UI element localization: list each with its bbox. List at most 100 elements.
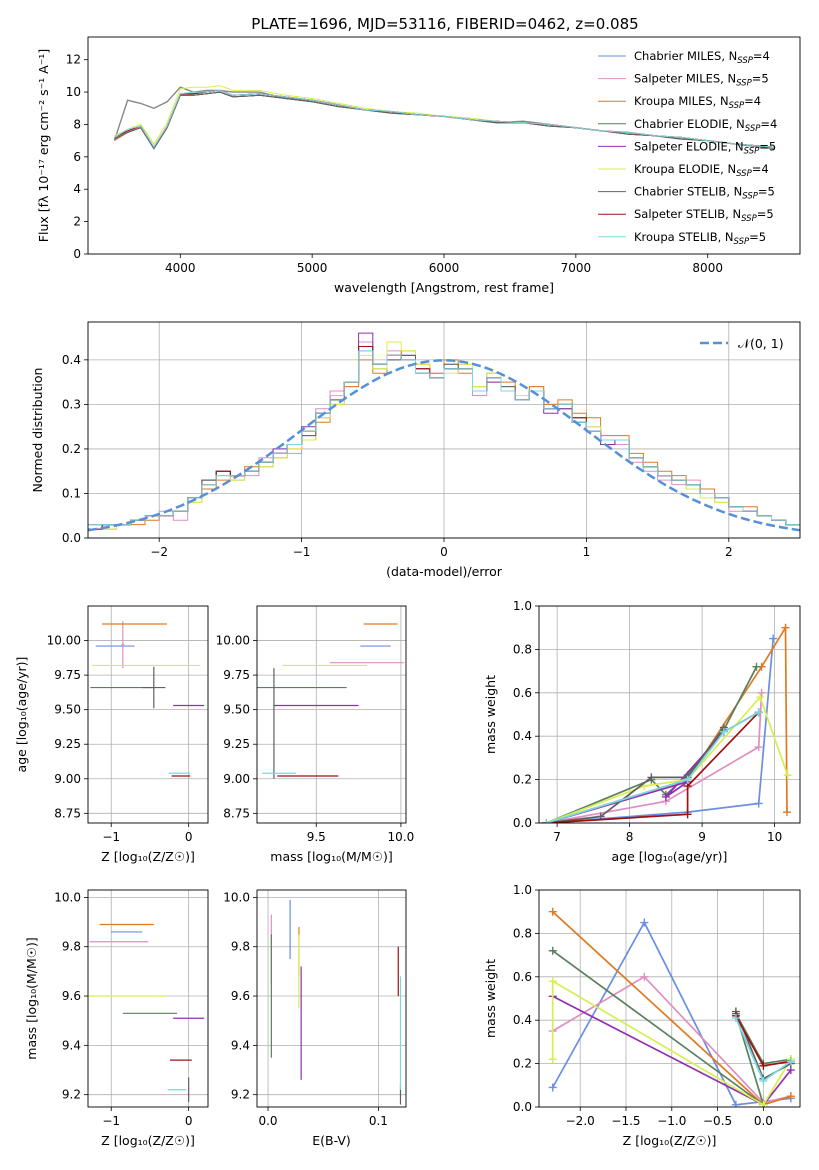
weight_vs_Z-frame <box>538 889 801 1108</box>
weight_vs_age-frame <box>538 605 801 824</box>
plus-marker <box>754 743 763 752</box>
weight-line-2 <box>552 975 791 1104</box>
y-tick-label: 9.50 <box>54 703 81 717</box>
y-axis-label: mass [log₁₀(M/M☉)] <box>24 937 39 1059</box>
x-tick-label: −1 <box>102 830 120 844</box>
y-tick-label: 8.75 <box>223 806 250 820</box>
y-tick-label: 0.4 <box>513 729 532 743</box>
y-tick-label: 9.50 <box>223 703 250 717</box>
y-tick-label: 8 <box>73 117 81 131</box>
y-tick-label: 9.6 <box>62 989 81 1003</box>
y-tick-label: 0.6 <box>513 970 532 984</box>
x-axis-label: age [log₁₀(age/yr)] <box>612 849 728 864</box>
weight-line-1 <box>546 638 775 823</box>
y-tick-label: 0.4 <box>513 1013 532 1027</box>
plus-marker <box>752 662 761 671</box>
y-tick-label: 4 <box>73 182 81 196</box>
y-tick-label: 2 <box>73 215 81 229</box>
y-tick-label: 0.6 <box>513 686 532 700</box>
figure-title: PLATE=1696, MJD=53116, FIBERID=0462, z=0… <box>251 15 638 33</box>
model-line-9 <box>114 89 774 149</box>
x-axis-label: wavelength [Angstrom, rest frame] <box>334 280 554 295</box>
gaussian-curve <box>88 359 800 532</box>
legend-entry: Chabrier MILES, NSSP=4 <box>634 49 770 66</box>
x-axis-label: mass [log₁₀(M/M☉)] <box>270 849 392 864</box>
y-tick-label: 0 <box>73 247 81 261</box>
legend-entry: Kroupa STELIB, NSSP=5 <box>634 230 766 247</box>
weight_vs_age-axes: 7 8 9 10 0.0 0.2 0.4 0.6 0.8 1.0 age [log₁₀(age/yr… <box>483 599 801 864</box>
x-tick-label: −1 <box>293 545 311 559</box>
x-tick-label: −0.5 <box>703 1114 732 1128</box>
x-tick-label: 0.0 <box>754 1114 773 1128</box>
x-tick-label: 10 <box>767 830 782 844</box>
plus-marker <box>731 1100 740 1107</box>
x-tick-label: 4000 <box>165 261 196 275</box>
y-tick-label: 10.00 <box>216 634 250 648</box>
histogram-step-9 <box>88 350 800 526</box>
y-tick-label: 1.0 <box>513 883 532 897</box>
plus-marker <box>756 693 765 702</box>
weight-line-6 <box>551 979 792 1106</box>
y-tick-label: 10.0 <box>223 890 250 904</box>
x-axis-label: E(B-V) <box>312 1133 351 1148</box>
plus-marker <box>548 977 557 986</box>
plus-marker <box>786 1092 795 1101</box>
y-tick-label: 9.75 <box>223 668 250 682</box>
age_vs_mass-frame <box>256 605 407 824</box>
x-tick-label: −1.0 <box>657 1114 686 1128</box>
x-tick-label: 5000 <box>297 261 328 275</box>
weight-line-2 <box>546 692 763 823</box>
chart-layer: 4000 5000 6000 7000 8000024681012wavelength … <box>14 36 801 1148</box>
y-tick-label: 0.3 <box>62 397 81 411</box>
plus-marker <box>781 623 790 632</box>
y-tick-label: 9.2 <box>231 1088 250 1102</box>
weight_vs_Z-axes: −2.0 −1.5 −1.0 −0.5 0.0 0.0 0.2 0.4 0.6 0.8 1.0 Z [… <box>483 883 801 1148</box>
mass_vs_Z-axes: −1 0 9.2 9.4 9.6 9.8 10.0 Z [log₁₀(Z/Z☉)] mass [… <box>24 889 209 1148</box>
age_vs_mass-axes: 9.5 10.0 8.75 9.00 9.25 9.50 9.75 10.00 mass [lo… <box>216 605 415 864</box>
y-tick-label: 10.00 <box>47 634 81 648</box>
y-axis-label: mass weight <box>483 675 498 754</box>
y-tick-label: 9.4 <box>231 1038 250 1052</box>
x-axis-label: Z [log₁₀(Z/Z☉)] <box>101 1133 195 1148</box>
y-tick-label: 0.4 <box>62 353 81 367</box>
y-tick-label: 10 <box>66 85 81 99</box>
y-tick-label: 9.2 <box>62 1088 81 1102</box>
plus-marker <box>759 1100 768 1107</box>
y-tick-label: 9.25 <box>223 737 250 751</box>
spectrum-legend: Chabrier MILES, NSSP=4 Salpeter MILES, NS… <box>598 49 777 247</box>
x-tick-label: 8 <box>626 830 634 844</box>
age_vs_Z-frame <box>87 605 209 824</box>
plus-marker <box>782 808 791 817</box>
x-tick-label: −2.0 <box>566 1114 595 1128</box>
model-line-7 <box>114 91 774 150</box>
y-tick-label: 9.25 <box>54 737 81 751</box>
x-axis-label: Z [log₁₀(Z/Z☉)] <box>623 1133 717 1148</box>
x-tick-label: 9 <box>698 830 706 844</box>
weight-line-5 <box>546 711 760 823</box>
x-tick-label: 0 <box>185 830 193 844</box>
y-tick-label: 9.8 <box>231 940 250 954</box>
y-tick-label: 0.2 <box>513 1057 532 1071</box>
plus-marker <box>640 972 649 981</box>
y-tick-label: 0.0 <box>62 531 81 545</box>
x-tick-label: 2 <box>725 545 733 559</box>
plus-marker <box>754 799 763 808</box>
legend-entry: Chabrier STELIB, NSSP=5 <box>634 185 775 202</box>
plus-marker <box>661 792 670 801</box>
spectrum-frame <box>87 36 801 255</box>
x-tick-label: 0.0 <box>258 1114 277 1128</box>
y-axis-label: mass weight <box>483 959 498 1038</box>
y-tick-label: 9.8 <box>62 940 81 954</box>
plus-marker <box>548 1083 557 1092</box>
plus-marker <box>548 946 557 955</box>
x-tick-label: 10.0 <box>388 830 415 844</box>
residuals-axes: −2 −1 0 1 2 0.0 0.1 0.2 0.3 0.4 (data-model)/error… <box>30 321 801 579</box>
y-tick-label: 1.0 <box>513 599 532 613</box>
legend-entry: Salpeter MILES, NSSP=5 <box>634 72 769 89</box>
x-tick-label: 0.1 <box>369 1114 388 1128</box>
plus-marker <box>683 775 692 784</box>
plus-marker <box>542 819 551 823</box>
x-tick-label: 7000 <box>561 261 592 275</box>
y-tick-label: 0.2 <box>513 773 532 787</box>
